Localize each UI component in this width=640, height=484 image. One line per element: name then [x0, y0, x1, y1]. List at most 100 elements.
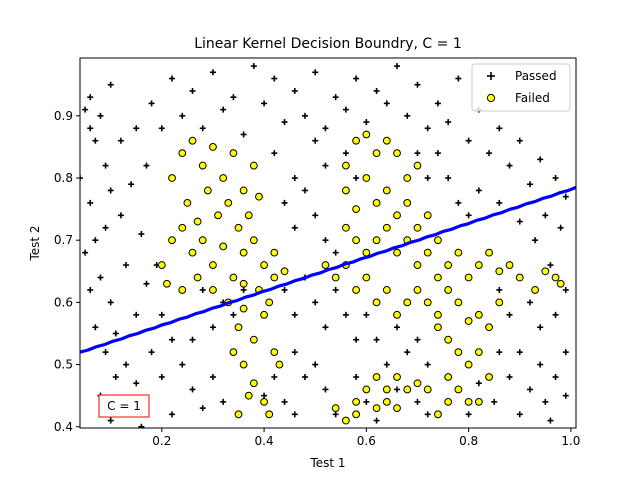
- failed-point: [434, 236, 442, 245]
- passed-point: [112, 330, 119, 337]
- passed-point: [123, 361, 130, 368]
- failed-point: [157, 261, 166, 269]
- failed-point: [270, 248, 279, 257]
- failed-point: [239, 360, 248, 369]
- passed-point: [291, 87, 298, 94]
- passed-point: [465, 137, 472, 144]
- passed-point: [537, 324, 544, 331]
- passed-point: [491, 398, 498, 405]
- passed-point: [102, 349, 109, 356]
- passed-point: [117, 212, 124, 219]
- passed-point: [107, 417, 114, 424]
- passed-point: [102, 162, 109, 169]
- failed-point: [193, 273, 202, 282]
- passed-point: [107, 81, 114, 88]
- failed-point: [239, 304, 248, 313]
- failed-point: [341, 161, 350, 170]
- passed-point: [271, 75, 278, 82]
- failed-point: [362, 248, 371, 257]
- x-axis: 0.2 0.4 0.6 0.8 1.0: [152, 428, 580, 448]
- passed-point: [322, 162, 329, 169]
- failed-point: [239, 279, 248, 288]
- passed-point: [562, 193, 569, 200]
- passed-point: [532, 237, 539, 244]
- passed-point: [133, 380, 140, 387]
- passed-point: [179, 361, 186, 368]
- failed-point: [331, 404, 340, 413]
- passed-point: [516, 411, 523, 418]
- passed-point: [414, 336, 421, 343]
- failed-point: [393, 248, 401, 257]
- passed-point: [123, 262, 130, 269]
- failed-point: [403, 174, 412, 182]
- failed-point: [515, 273, 524, 282]
- passed-point: [542, 212, 549, 219]
- failed-point: [423, 298, 432, 307]
- failed-point: [393, 211, 401, 220]
- passed-point: [562, 392, 569, 399]
- failed-point: [362, 385, 371, 394]
- failed-point: [434, 310, 442, 319]
- passed-point: [552, 311, 559, 318]
- passed-point: [107, 299, 114, 306]
- failed-point: [485, 373, 493, 381]
- passed-point: [506, 374, 513, 381]
- passed-point: [148, 100, 155, 107]
- passed-point: [291, 175, 298, 182]
- passed-point: [322, 237, 329, 244]
- failed-point: [434, 273, 442, 282]
- passed-point: [383, 100, 390, 107]
- passed-point: [475, 380, 482, 387]
- passed-point: [465, 212, 472, 219]
- passed-point: [87, 94, 94, 101]
- failed-point: [352, 205, 361, 214]
- failed-point: [474, 261, 483, 269]
- plot-frame: [79, 57, 577, 429]
- failed-point: [474, 310, 483, 319]
- failed-point: [454, 385, 463, 394]
- passed-point: [547, 262, 554, 269]
- failed-point: [209, 143, 217, 151]
- failed-point: [372, 149, 381, 158]
- passed-point: [158, 374, 165, 381]
- failed-point: [372, 373, 381, 381]
- passed-point: [496, 199, 503, 206]
- passed-point: [281, 119, 288, 126]
- chart-title: Linear Kernel Decision Boundry, C = 1: [194, 36, 462, 52]
- passed-point: [445, 175, 452, 182]
- failed-point: [198, 161, 207, 170]
- passed-point: [394, 63, 401, 70]
- failed-point: [265, 410, 274, 419]
- passed-point: [301, 112, 308, 119]
- passed-point: [353, 75, 360, 82]
- passed-point: [133, 311, 140, 318]
- passed-point: [486, 150, 493, 157]
- passed-point: [312, 212, 319, 219]
- y-axis: 0.4 0.5 0.6 0.7 0.8 0.9: [54, 109, 80, 434]
- x-tick-label: 0.8: [459, 434, 478, 448]
- passed-point: [169, 411, 176, 418]
- failed-point: [183, 198, 192, 207]
- failed-point: [209, 286, 217, 294]
- passed-point: [97, 112, 104, 119]
- passed-point: [199, 286, 206, 293]
- x-tick-label: 1.0: [561, 434, 580, 448]
- failed-point: [556, 279, 565, 288]
- passed-point: [537, 156, 544, 163]
- passed-point: [143, 162, 150, 169]
- failed-point: [244, 391, 253, 400]
- failed-point: [372, 236, 381, 245]
- failed-point: [444, 373, 453, 381]
- passed-point: [138, 230, 145, 237]
- passed-point: [434, 100, 441, 107]
- passed-point: [332, 94, 339, 101]
- passed-point: [312, 137, 319, 144]
- passed-point: [526, 299, 533, 306]
- failed-point: [188, 136, 197, 145]
- failed-point: [464, 360, 473, 369]
- legend-box: [471, 63, 571, 112]
- failed-point: [382, 223, 391, 232]
- passed-point: [394, 324, 401, 331]
- passed-point: [291, 311, 298, 318]
